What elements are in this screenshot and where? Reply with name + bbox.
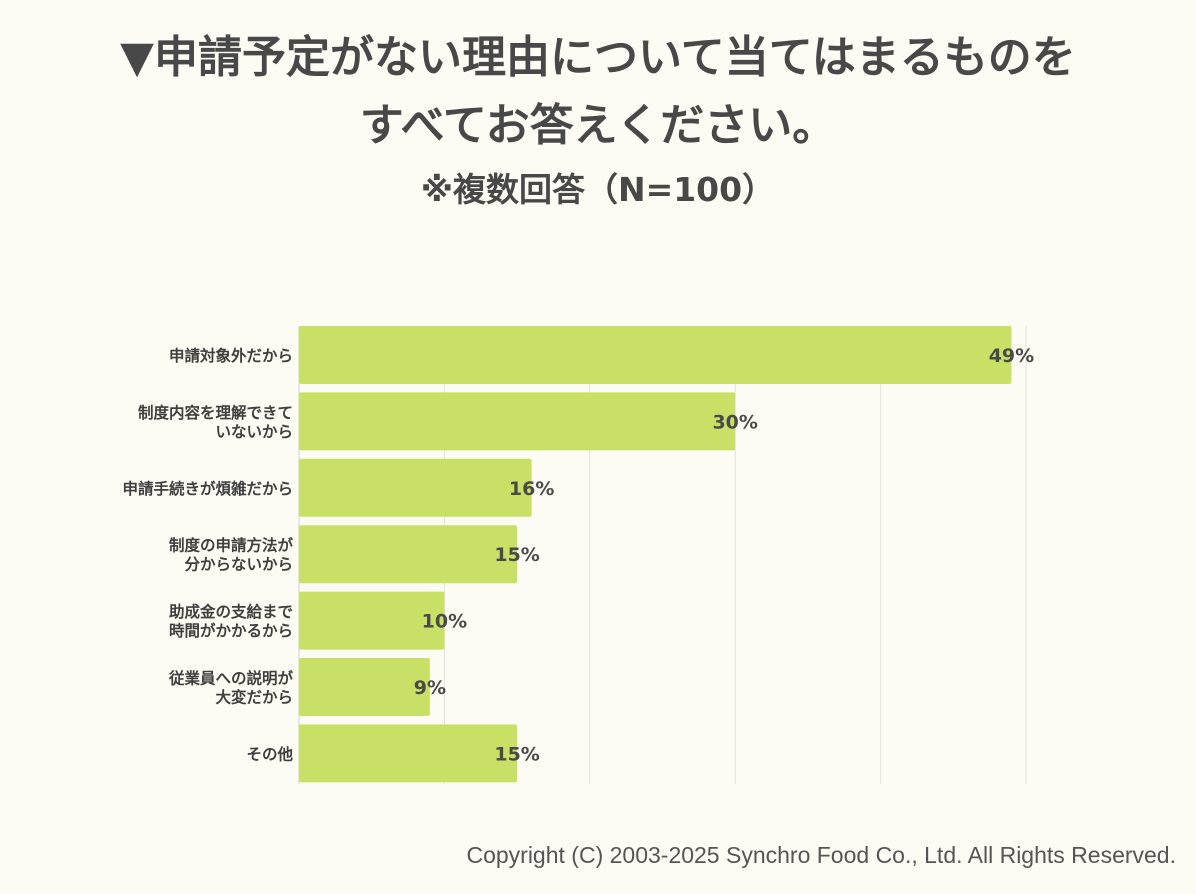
value-label-3: 15% [494, 544, 539, 566]
copyright-notice: Copyright (C) 2003-2025 Synchro Food Co.… [466, 842, 1176, 868]
value-label-2: 16% [509, 478, 554, 500]
category-label-1: 制度内容を理解できていないから [138, 403, 293, 441]
category-label-6: その他 [246, 744, 293, 763]
chart-subtitle: ※複数回答（N=100） [420, 170, 776, 209]
category-label-2: 申請手続きが煩雑だから [122, 479, 293, 498]
category-label-0: 申請対象外だから [169, 346, 293, 365]
category-label-1-line-0: 制度内容を理解できて [138, 403, 293, 422]
category-label-4-line-1: 時間がかかるから [169, 621, 293, 640]
category-label-0-line-0: 申請対象外だから [169, 346, 293, 365]
category-label-3-line-1: 分からないから [184, 556, 293, 574]
value-label-4: 10% [422, 611, 467, 633]
category-label-3-line-0: 制度の申請方法が [169, 536, 294, 555]
chart-title-line-1: ▼申請予定がない理由について当てはまるものを [120, 32, 1076, 83]
value-label-0: 49% [989, 345, 1034, 367]
bar-6 [299, 724, 518, 783]
bar-2 [299, 458, 532, 517]
bar-3 [299, 525, 518, 584]
category-label-5-line-0: 従業員への説明が [168, 669, 294, 688]
category-label-4: 助成金の支給まで時間がかかるから [169, 602, 293, 640]
category-label-2-line-0: 申請手続きが煩雑だから [122, 479, 293, 498]
value-label-1: 30% [712, 411, 757, 433]
bar-4 [299, 591, 445, 650]
value-label-5: 9% [414, 677, 446, 699]
category-label-5-line-1: 大変だから [215, 688, 293, 707]
category-label-4-line-0: 助成金の支給まで [169, 602, 293, 621]
value-label-6: 15% [494, 743, 539, 765]
bar-1 [299, 392, 736, 451]
category-label-6-line-0: その他 [246, 744, 293, 763]
category-label-1-line-1: いないから [215, 423, 293, 441]
chart-title-line-2: すべてお答えください。 [359, 100, 837, 151]
category-label-3: 制度の申請方法が分からないから [169, 536, 294, 574]
bar-0 [299, 326, 1012, 384]
bar-5 [299, 658, 430, 716]
category-label-5: 従業員への説明が大変だから [168, 669, 294, 707]
